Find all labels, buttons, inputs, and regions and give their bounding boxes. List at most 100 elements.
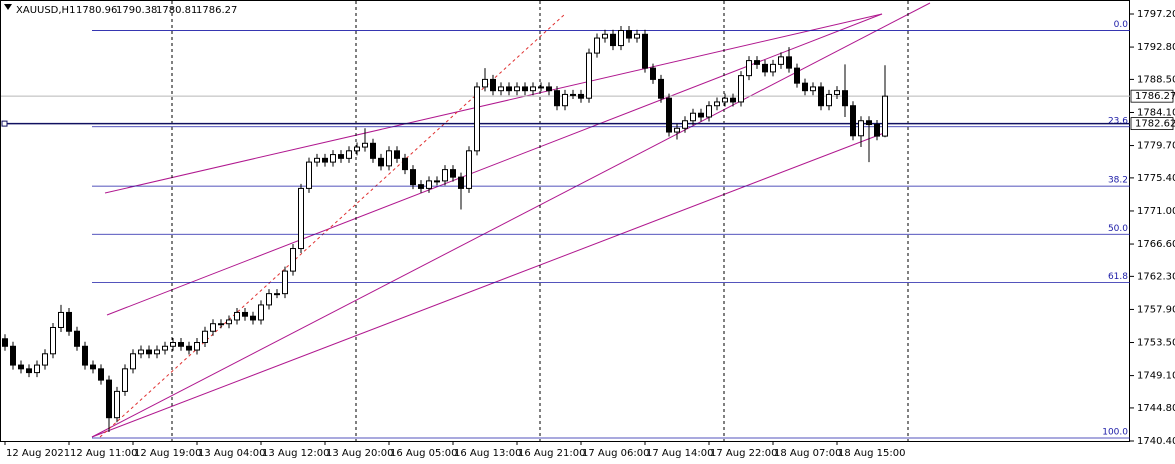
- fib-label: 23.6: [1108, 116, 1128, 126]
- x-tick-label: 16 Aug 13:00: [454, 448, 521, 459]
- candle-body: [738, 75, 744, 103]
- x-tick-label: 17 Aug 06:00: [582, 448, 649, 459]
- candle-body: [74, 330, 80, 347]
- candle-body: [522, 86, 528, 92]
- candle-body: [362, 142, 368, 148]
- candle-body: [282, 270, 288, 295]
- candle-body: [722, 97, 728, 103]
- candle-body: [682, 120, 688, 129]
- fib-label: 38.2: [1108, 176, 1128, 186]
- candle-body: [826, 93, 832, 107]
- candle-body: [562, 93, 568, 107]
- candle-body: [170, 342, 176, 347]
- candle-body: [42, 353, 48, 366]
- x-tick-label: 17 Aug 14:00: [646, 448, 713, 459]
- candle-body: [674, 127, 680, 133]
- candle-body: [586, 52, 592, 99]
- candle-body: [882, 95, 888, 137]
- candle-body: [874, 124, 880, 137]
- candle-body: [82, 345, 88, 366]
- ohlc-open: 1780.96: [76, 5, 117, 16]
- chart-title: XAUUSD,H1: [16, 5, 75, 16]
- candle-body: [370, 142, 376, 159]
- symbol-arrow: [4, 4, 12, 10]
- candle-body: [130, 353, 136, 370]
- candle-body: [538, 86, 544, 89]
- y-tick-label: 1753.50: [1137, 338, 1175, 349]
- candle-body: [178, 342, 184, 347]
- candle-body: [666, 97, 672, 133]
- candle-body: [690, 112, 696, 122]
- candle-body: [810, 86, 816, 92]
- candle-body: [122, 368, 128, 392]
- candle-body: [26, 368, 32, 374]
- candle-body: [490, 78, 496, 92]
- candle-body: [226, 319, 232, 325]
- candle-body: [770, 63, 776, 73]
- candle-body: [338, 154, 344, 159]
- candle-body: [498, 86, 504, 92]
- candle-body: [194, 342, 200, 351]
- candle-body: [138, 349, 144, 355]
- x-tick-label: 13 Aug 04:00: [198, 448, 265, 459]
- candle-body: [618, 30, 624, 47]
- y-tick-label: 1788.50: [1137, 74, 1175, 85]
- candle-body: [402, 157, 408, 171]
- candle-body: [98, 368, 104, 381]
- y-tick-label: 1775.40: [1137, 173, 1175, 184]
- trend-line: [91, 132, 885, 438]
- y-tick-label: 1757.90: [1137, 304, 1175, 315]
- candle-body: [218, 323, 224, 326]
- trend-line: [91, 2, 931, 438]
- candle-body: [626, 30, 632, 39]
- y-tick-label: 1797.20: [1137, 9, 1175, 20]
- ohlc-close: 1786.27: [196, 5, 237, 16]
- candle-body: [594, 37, 600, 54]
- candle-body: [818, 86, 824, 107]
- x-tick-label: 12 Aug 19:00: [134, 448, 201, 459]
- candle-body: [458, 176, 464, 189]
- candle-body: [602, 33, 608, 39]
- candle-body: [210, 323, 216, 332]
- fib-label: 50.0: [1108, 224, 1128, 234]
- candle-body: [202, 330, 208, 344]
- candle-body: [482, 78, 488, 88]
- bid-price-box: [1130, 89, 1174, 103]
- candle-body: [802, 82, 808, 92]
- y-tick-label: 1740.40: [1137, 436, 1175, 447]
- candle-body: [858, 120, 864, 137]
- candle-body: [434, 180, 440, 183]
- candle-body: [850, 105, 856, 137]
- candle-body: [554, 90, 560, 107]
- fib-label: 100.0: [1102, 427, 1128, 437]
- candle-body: [266, 293, 272, 306]
- candle-body: [242, 311, 248, 317]
- candle-body: [162, 345, 168, 351]
- candle-body: [730, 97, 736, 103]
- candle-body: [514, 86, 520, 92]
- candle-body: [842, 90, 848, 107]
- x-tick-label: 17 Aug 22:00: [710, 448, 777, 459]
- candle-body: [66, 311, 72, 332]
- candle-body: [442, 169, 448, 182]
- level-anchor: [1, 120, 8, 127]
- candle-body: [114, 390, 120, 419]
- y-tick-label: 1744.80: [1137, 403, 1175, 414]
- bid-price-label: 1786.27: [1135, 91, 1175, 102]
- candle-body: [450, 169, 456, 178]
- level-price-box: [1130, 117, 1174, 131]
- candle-body: [306, 161, 312, 189]
- candle-body: [58, 311, 64, 328]
- candle-body: [234, 311, 240, 321]
- x-tick-label: 16 Aug 05:00: [390, 448, 457, 459]
- fib-label: 61.8: [1108, 272, 1128, 282]
- candle-body: [258, 304, 264, 321]
- candle-body: [18, 364, 24, 370]
- candle-body: [714, 101, 720, 107]
- candle-body: [426, 180, 432, 189]
- candle-body: [866, 120, 872, 126]
- y-tick-label: 1762.30: [1137, 271, 1175, 282]
- x-tick-label: 12 Aug 2021: [6, 448, 70, 459]
